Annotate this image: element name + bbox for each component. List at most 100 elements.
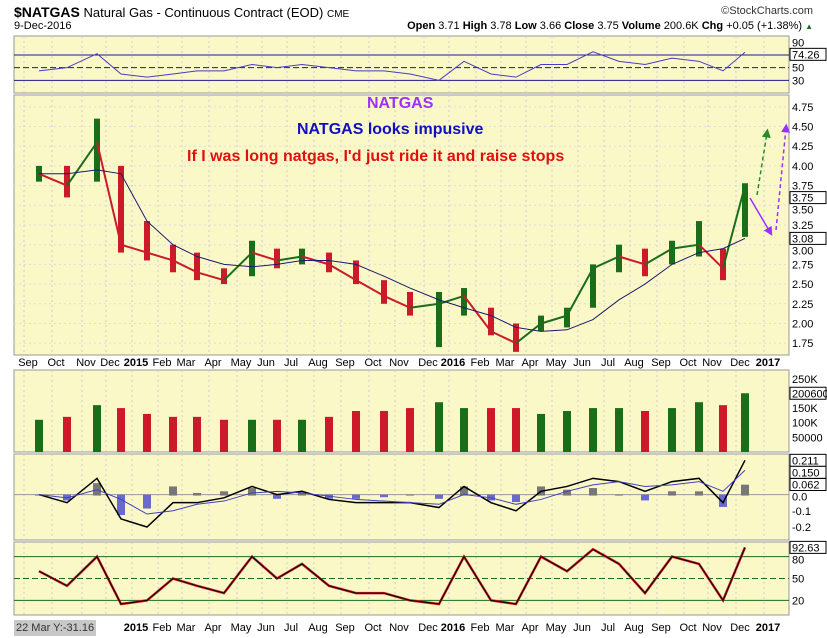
macd-histogram-bar: [143, 494, 151, 509]
x-tick-label: Mar: [177, 357, 196, 369]
open-label: Open: [407, 20, 436, 32]
price-bar: [407, 291, 413, 316]
price-bar: [742, 183, 748, 237]
purple-arrow-up: [775, 123, 791, 231]
chart-title: $NATGAS Natural Gas - Continuous Contrac…: [14, 4, 349, 20]
macd-histogram-bar: [460, 486, 468, 496]
volume-bar: [537, 413, 545, 452]
volume-bar: [169, 416, 177, 452]
volume-bar: [435, 402, 443, 452]
volume-tick-label: 50000: [792, 432, 823, 444]
price-tick-label: 2.00: [792, 318, 813, 330]
volume-bar: [143, 413, 151, 452]
macd-histogram-bar: [220, 491, 228, 496]
x-tick-label-bottom: Apr: [521, 622, 538, 634]
price-segment: [540, 314, 568, 325]
x-tick-label-bottom: 2017: [756, 622, 780, 634]
macd-histogram-bar: [512, 494, 520, 503]
price-bar: [274, 248, 280, 269]
price-segment: [438, 294, 465, 305]
high-label: High: [462, 20, 488, 32]
annotation-natgas: NATGAS: [367, 95, 434, 112]
price-segment: [328, 263, 357, 282]
price-bar: [488, 307, 494, 336]
price-bar: [326, 252, 332, 273]
price-segment: [96, 142, 122, 245]
exchange: CME: [326, 9, 350, 20]
rsi-tick-label: 90: [792, 37, 804, 49]
volume-tick-label: 150K: [792, 403, 818, 415]
x-tick-label-bottom: Jun: [573, 622, 591, 634]
rsi-current-label-box: [789, 47, 827, 61]
macd-panel: [13, 453, 790, 541]
volume-bar: [563, 411, 571, 452]
volume-tick-label: 250K: [792, 374, 818, 386]
x-tick-label: Oct: [47, 357, 64, 369]
low-value: 3.66: [539, 20, 562, 32]
volume-bar: [220, 419, 228, 452]
price-tick-label: 4.00: [792, 161, 813, 173]
volume-bar: [695, 402, 703, 452]
symbol: $NATGAS: [14, 4, 80, 20]
price-segment: [38, 172, 68, 187]
x-tick-label-bottom: 2015: [124, 622, 148, 634]
x-tick-label: Nov: [389, 357, 409, 369]
macd-histogram-bar: [117, 494, 125, 516]
price-bar: [94, 118, 100, 182]
histogram-current-label-box: [789, 478, 827, 492]
rsi-current-label: 74.26: [792, 49, 820, 61]
moving-average-line: [39, 169, 746, 332]
price-segment: [383, 294, 411, 309]
volume-bar: [641, 411, 649, 452]
price-tick-label: 3.50: [792, 205, 813, 217]
macd-histogram-bar: [273, 494, 281, 499]
stoch-tick-label: 80: [792, 554, 804, 566]
x-tick-label: 2017: [756, 357, 780, 369]
close-value: 3.75: [597, 20, 619, 32]
x-tick-label: Oct: [364, 357, 381, 369]
close-label: Close: [564, 20, 595, 32]
crosshair-readout: 22 Mar Y:-31.16: [14, 620, 96, 636]
triangle-up-icon: ▲: [805, 22, 813, 31]
price-segment: [566, 267, 594, 317]
macd-histogram-bar: [169, 486, 177, 496]
x-tick-label-bottom: Oct: [679, 622, 696, 634]
price-bar: [381, 280, 387, 304]
x-tick-label-bottom: Jul: [284, 622, 298, 634]
x-tick-label: May: [546, 357, 567, 369]
ma-current-label-box: [789, 231, 827, 245]
volume-bar: [460, 408, 468, 452]
price-bar: [590, 264, 596, 308]
stoch-tick-label: 50: [792, 574, 804, 586]
price-tick-label: 1.75: [792, 338, 813, 350]
x-tick-label: Apr: [521, 357, 538, 369]
price-bar: [564, 307, 570, 328]
x-tick-label-bottom: Dec: [730, 622, 750, 634]
macd-histogram-bar: [695, 491, 703, 496]
ohlc-readout: Open 3.71 High 3.78 Low 3.66 Close 3.75 …: [407, 20, 813, 32]
macd-current-label: 0.211: [792, 455, 819, 467]
price-bar: [461, 288, 467, 316]
x-tick-label-bottom: Feb: [471, 622, 490, 634]
volume-value: 200.6K: [663, 20, 699, 32]
price-segment: [671, 243, 700, 250]
volume-bar: [273, 419, 281, 452]
x-tick-label-bottom: Aug: [308, 622, 328, 634]
price-current-label-box: [789, 191, 827, 205]
volume-bar: [248, 419, 256, 452]
stoch-tick-label: 20: [792, 595, 804, 607]
x-tick-label: Nov: [76, 357, 96, 369]
price-segment: [355, 279, 385, 297]
x-tick-label-bottom: Feb: [153, 622, 172, 634]
macd-histogram-bar: [615, 494, 623, 496]
price-tick-label: 3.25: [792, 220, 813, 232]
volume-bar: [487, 408, 495, 452]
chg-label: Chg: [701, 20, 724, 32]
x-tick-label: Mar: [496, 357, 515, 369]
price-tick-label: 3.75: [792, 181, 813, 193]
macd-histogram-bar: [589, 488, 597, 496]
price-segment: [463, 295, 492, 332]
price-bar: [513, 323, 519, 352]
